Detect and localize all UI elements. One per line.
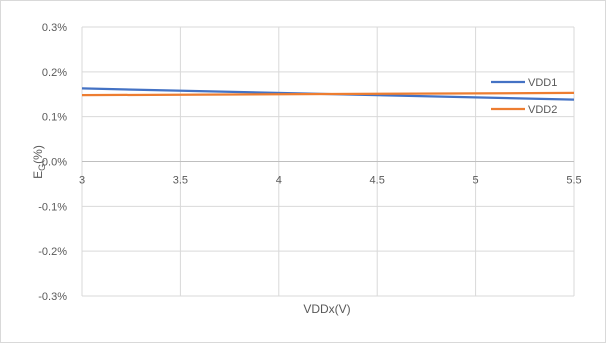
series-lines: [81, 87, 575, 101]
y-tick-labels: 0.3% 0.2% 0.1% 0.0% -0.1% -0.2% -0.3%: [38, 22, 67, 303]
x-axis-title: VDDx(V): [303, 302, 350, 316]
y-tick-label: -0.3%: [38, 291, 67, 303]
y-tick-label: 0.0%: [42, 157, 67, 169]
y-axis-title-subscript: G: [37, 164, 47, 171]
series-line-vdd2: [81, 91, 575, 97]
y-axis-title: EG(%): [31, 145, 47, 179]
x-tick-label: 3: [79, 175, 85, 187]
gridlines: [81, 26, 575, 297]
x-tick-label: 4: [276, 175, 282, 187]
x-tick-label: 4.5: [370, 175, 385, 187]
x-tick-label: 3.5: [173, 175, 188, 187]
x-tick-labels: 3 3.5 4 4.5 5 5.5: [79, 175, 582, 187]
y-tick-label: -0.1%: [38, 201, 67, 213]
y-axis-title-main: E: [31, 171, 45, 179]
y-tick-label: 0.2%: [42, 67, 67, 79]
y-tick-label: 0.3%: [42, 22, 67, 34]
legend-label-vdd1: VDD1: [528, 77, 557, 89]
legend-label-vdd2: VDD2: [528, 104, 557, 116]
x-tick-label: 5.5: [566, 175, 581, 187]
legend: VDD1 VDD2: [491, 77, 557, 116]
x-tick-label: 5: [473, 175, 479, 187]
y-tick-label: 0.1%: [42, 112, 67, 124]
y-axis-title-unit: (%): [31, 145, 45, 164]
y-tick-label: -0.2%: [38, 246, 67, 258]
